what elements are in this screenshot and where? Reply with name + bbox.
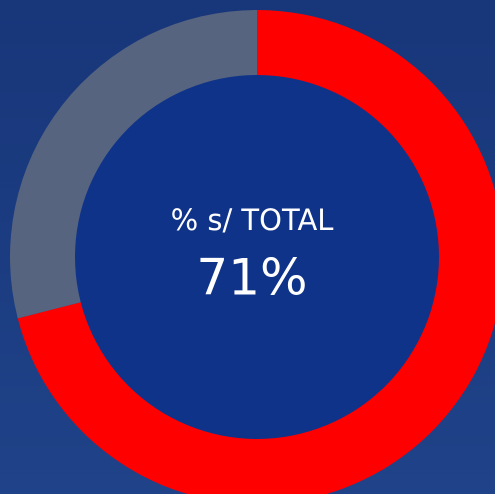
- chart: % s/ TOTAL 71%: [0, 0, 495, 494]
- center-value: 71%: [196, 249, 307, 307]
- center-title: % s/ TOTAL: [171, 203, 334, 237]
- page: {"chart_data": {"type": "donut", "title"…: [0, 0, 495, 494]
